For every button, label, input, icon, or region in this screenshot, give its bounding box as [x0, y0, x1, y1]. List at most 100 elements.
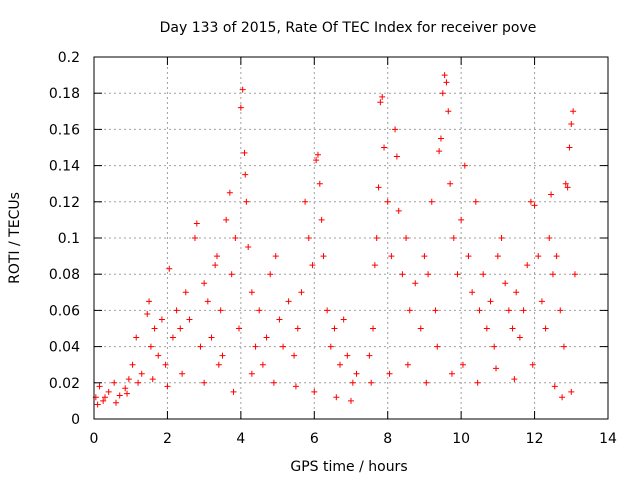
data-point	[135, 379, 142, 386]
data-point	[377, 99, 384, 106]
data-point	[219, 352, 226, 359]
data-point	[436, 148, 443, 155]
x-tick-label: 12	[526, 431, 544, 447]
data-point	[298, 289, 305, 296]
data-point	[447, 180, 454, 187]
data-point	[443, 79, 450, 86]
y-tick-label: 0.16	[49, 122, 80, 138]
data-point	[100, 397, 107, 404]
data-point	[542, 325, 549, 332]
y-tick-label: 0.08	[49, 267, 80, 283]
data-point	[311, 388, 318, 395]
y-tick-labels: 0 0.02 0.04 0.06 0.08 0.1 0.12 0.14 0.16 0.18 0.2	[49, 50, 80, 428]
data-point	[524, 262, 531, 269]
data-point	[223, 216, 230, 223]
data-point	[513, 289, 520, 296]
data-point	[434, 343, 441, 350]
data-point	[505, 307, 512, 314]
data-point	[404, 361, 411, 368]
data-point	[494, 253, 501, 260]
data-point	[241, 149, 248, 156]
data-point	[480, 271, 487, 278]
x-tick-label: 14	[599, 431, 617, 447]
y-tick-label: 0.18	[49, 86, 80, 102]
data-point	[243, 198, 250, 205]
data-point	[313, 157, 320, 164]
data-point	[179, 370, 186, 377]
data-point	[155, 352, 162, 359]
data-point	[437, 135, 444, 142]
data-point	[403, 235, 410, 241]
gridlines	[94, 57, 608, 419]
data-point	[125, 376, 132, 383]
data-point	[564, 184, 571, 191]
data-point	[291, 352, 298, 359]
data-point	[412, 280, 419, 287]
data-point	[292, 383, 299, 390]
data-point	[379, 93, 386, 100]
data-point	[487, 298, 494, 305]
data-point	[285, 298, 292, 305]
data-point	[520, 307, 527, 314]
data-point	[232, 235, 239, 241]
data-point	[392, 126, 399, 133]
data-point	[448, 370, 455, 377]
data-point	[204, 298, 211, 305]
data-point	[549, 271, 556, 278]
data-point	[305, 235, 312, 241]
data-point	[459, 361, 466, 368]
data-point	[245, 244, 252, 251]
data-point	[386, 370, 393, 377]
y-tick-label: 0.06	[49, 303, 80, 319]
axis-ticks	[93, 56, 609, 420]
data-point	[149, 376, 156, 383]
data-point	[527, 198, 534, 205]
y-tick-label: 0.1	[58, 231, 80, 247]
data-point	[263, 334, 270, 341]
data-point	[294, 325, 301, 332]
data-point	[314, 151, 321, 158]
data-point	[259, 361, 266, 368]
data-point	[146, 298, 153, 305]
data-point	[491, 343, 498, 350]
x-tick-label: 0	[90, 431, 99, 447]
data-point	[239, 86, 246, 93]
data-point	[511, 376, 518, 383]
data-point	[193, 220, 200, 227]
x-tick-label: 2	[163, 431, 172, 447]
data-point	[538, 298, 545, 305]
data-point	[551, 383, 558, 390]
data-point	[133, 334, 140, 341]
data-point	[177, 325, 184, 332]
data-point	[270, 379, 277, 386]
data-point	[461, 162, 468, 169]
data-point	[498, 235, 505, 241]
data-point	[570, 108, 577, 115]
y-axis-label: ROTI / TECUs	[7, 192, 23, 284]
data-point	[366, 352, 373, 359]
data-point	[248, 289, 255, 296]
x-tick-label: 4	[236, 431, 245, 447]
data-point	[465, 253, 472, 260]
data-point	[129, 361, 136, 368]
y-tick-label: 0.12	[49, 195, 80, 211]
data-point	[509, 325, 516, 332]
data-point	[368, 379, 375, 386]
data-point	[432, 307, 439, 314]
data-point	[186, 316, 193, 323]
data-point	[309, 262, 316, 269]
data-point	[340, 316, 347, 323]
data-point	[201, 280, 208, 287]
data-point	[302, 198, 309, 205]
data-point	[272, 253, 279, 260]
x-tick-label: 6	[310, 431, 319, 447]
data-point	[371, 262, 378, 269]
data-point	[502, 280, 509, 287]
data-point	[197, 343, 204, 350]
data-point	[439, 90, 446, 97]
data-point	[280, 343, 287, 350]
data-point	[111, 379, 118, 386]
data-point	[529, 361, 536, 368]
data-point	[320, 253, 327, 260]
